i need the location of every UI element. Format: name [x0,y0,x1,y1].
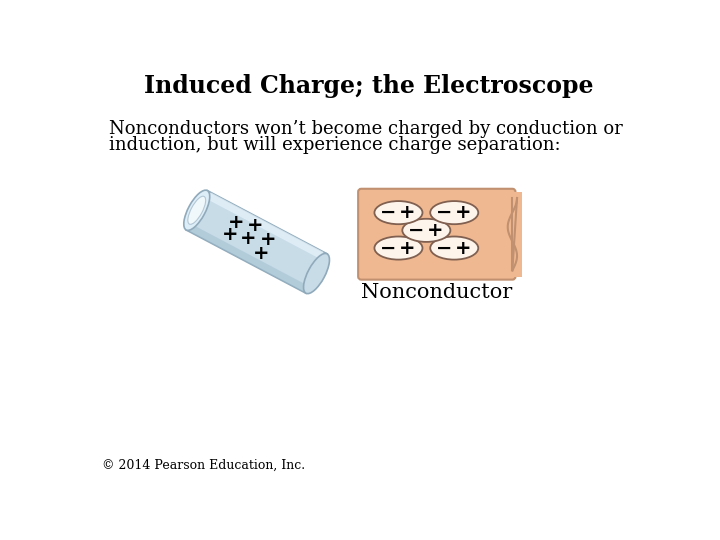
Text: +: + [240,230,256,248]
Text: © 2014 Pearson Education, Inc.: © 2014 Pearson Education, Inc. [102,458,305,471]
Text: −: − [436,203,452,222]
Ellipse shape [304,253,330,294]
Text: induction, but will experience charge separation:: induction, but will experience charge se… [109,136,561,154]
Ellipse shape [431,201,478,224]
FancyBboxPatch shape [358,189,516,280]
Text: +: + [228,213,245,232]
Polygon shape [186,191,327,293]
Text: +: + [247,216,264,235]
Ellipse shape [431,237,478,260]
Text: −: − [436,239,452,258]
Text: +: + [427,221,443,240]
Text: +: + [399,203,415,222]
Text: +: + [260,230,276,249]
Text: −: − [408,221,425,240]
Text: Nonconductor: Nonconductor [361,283,513,302]
Text: +: + [399,239,415,258]
Ellipse shape [402,219,451,242]
Text: +: + [253,244,269,262]
Ellipse shape [374,237,423,260]
Polygon shape [207,192,323,259]
Text: +: + [222,225,238,244]
Polygon shape [189,225,306,292]
Text: +: + [454,239,471,258]
Polygon shape [510,192,522,276]
Text: +: + [454,203,471,222]
Text: −: − [380,239,397,258]
Text: −: − [380,203,397,222]
Ellipse shape [374,201,423,224]
Text: Induced Charge; the Electroscope: Induced Charge; the Electroscope [144,74,594,98]
Ellipse shape [188,196,206,224]
Text: Nonconductors won’t become charged by conduction or: Nonconductors won’t become charged by co… [109,120,623,138]
Ellipse shape [184,190,210,231]
